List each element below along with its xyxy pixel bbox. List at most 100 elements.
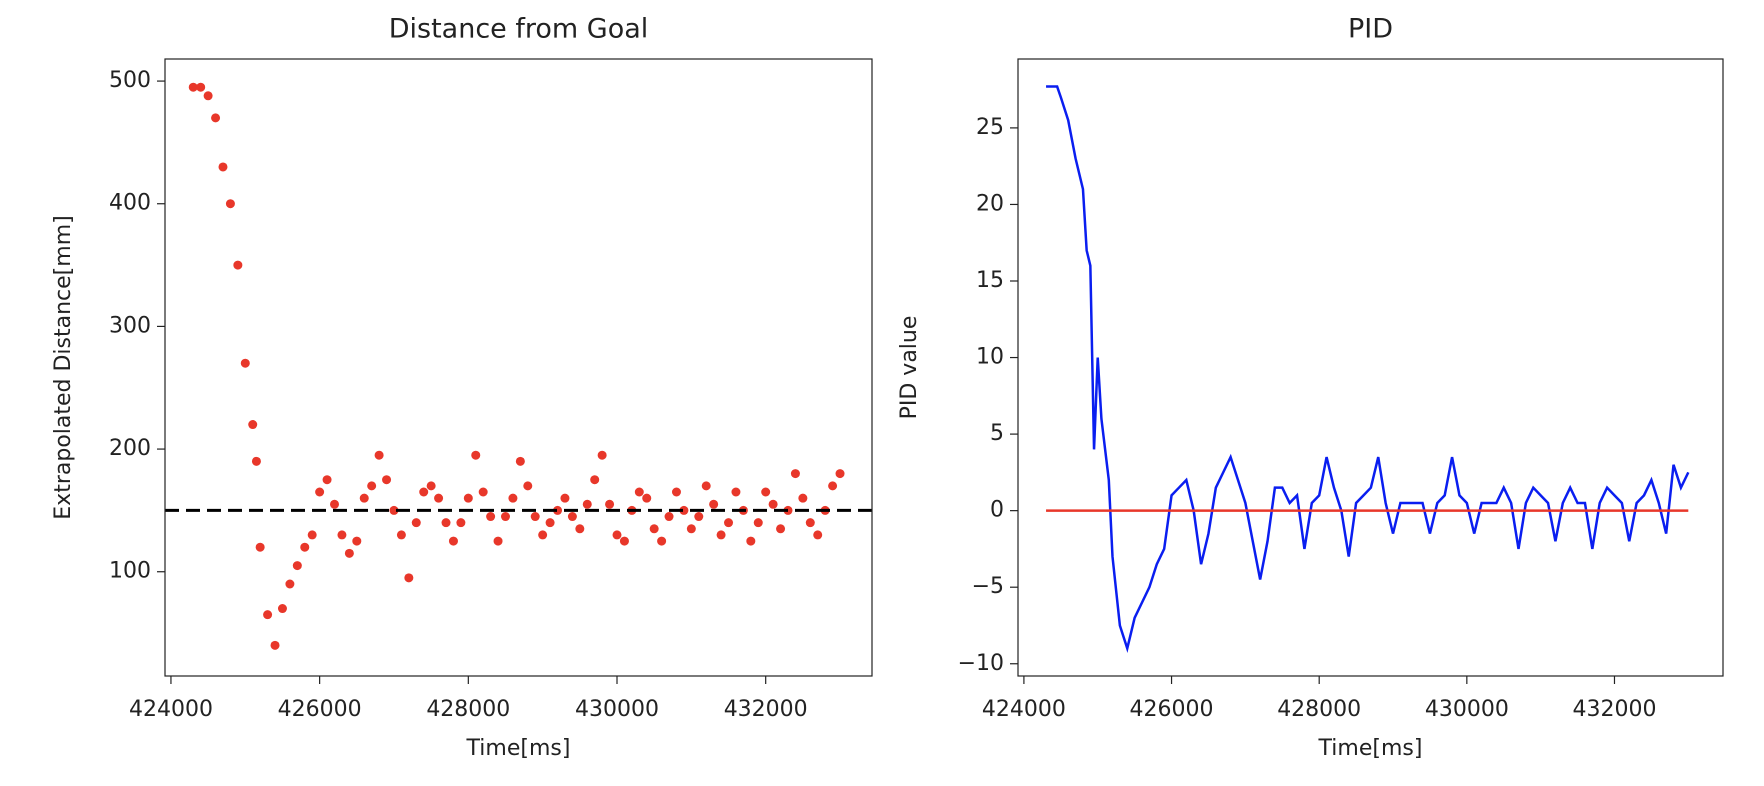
point	[426, 481, 436, 491]
y-tick-label: 200	[109, 436, 151, 461]
point	[322, 475, 332, 485]
x-tick-label: 430000	[575, 697, 659, 722]
point	[835, 469, 845, 479]
point	[263, 610, 273, 620]
point	[649, 524, 659, 534]
x-tick-label: 426000	[278, 697, 362, 722]
point	[619, 536, 629, 546]
point	[768, 499, 778, 509]
point	[798, 493, 808, 503]
point	[493, 536, 503, 546]
point	[590, 475, 600, 485]
point	[605, 499, 615, 509]
point	[478, 487, 488, 497]
x-axis-label: Time[ms]	[466, 736, 571, 761]
y-tick-label: 0	[990, 498, 1004, 523]
x-tick-label: 430000	[1425, 697, 1509, 722]
y-tick-label: −5	[972, 574, 1004, 599]
point	[251, 456, 261, 466]
x-axis-label: Time[ms]	[1318, 736, 1423, 761]
point	[352, 536, 362, 546]
x-tick-label: 426000	[1130, 697, 1214, 722]
y-tick-label: 300	[109, 313, 151, 338]
point	[188, 82, 198, 92]
point	[746, 536, 756, 546]
point	[292, 561, 302, 571]
x-tick-label: 424000	[129, 697, 213, 722]
point	[248, 420, 258, 430]
point	[344, 548, 354, 558]
y-tick-label: 15	[976, 268, 1004, 293]
point	[359, 493, 369, 503]
point	[813, 530, 823, 540]
point	[731, 487, 741, 497]
y-tick-label: 20	[976, 191, 1004, 216]
point	[330, 499, 340, 509]
y-tick-label: 5	[990, 421, 1004, 446]
y-tick-label: 500	[109, 68, 151, 93]
y-tick-label: 100	[109, 559, 151, 584]
point	[448, 536, 458, 546]
point	[538, 530, 548, 540]
point	[515, 456, 525, 466]
point	[753, 518, 763, 528]
point	[828, 481, 838, 491]
point	[612, 530, 622, 540]
point	[642, 493, 652, 503]
point	[441, 518, 451, 528]
point	[716, 530, 726, 540]
point	[761, 487, 771, 497]
point	[337, 530, 347, 540]
point	[300, 542, 310, 552]
point	[277, 604, 287, 614]
point	[471, 450, 481, 460]
y-tick-label: 25	[976, 115, 1004, 140]
point	[694, 512, 704, 522]
point	[657, 536, 667, 546]
y-tick-label: −10	[958, 651, 1004, 676]
point	[196, 82, 206, 92]
point	[686, 524, 696, 534]
point	[790, 469, 800, 479]
y-axis-label: PID value	[897, 316, 922, 420]
point	[523, 481, 533, 491]
point	[530, 512, 540, 522]
point	[500, 512, 510, 522]
y-axis-label: Extrapolated Distance[mm]	[51, 215, 76, 519]
point	[671, 487, 681, 497]
point	[553, 505, 563, 515]
y-tick-label: 400	[109, 191, 151, 216]
point	[456, 518, 466, 528]
point	[307, 530, 317, 540]
point	[404, 573, 414, 583]
point	[434, 493, 444, 503]
point	[419, 487, 429, 497]
point	[575, 524, 585, 534]
point	[389, 505, 399, 515]
point	[374, 450, 384, 460]
point	[225, 199, 235, 209]
point	[664, 512, 674, 522]
point	[776, 524, 786, 534]
point	[709, 499, 719, 509]
point	[545, 518, 555, 528]
point	[396, 530, 406, 540]
point	[560, 493, 570, 503]
point	[679, 505, 689, 515]
point	[285, 579, 295, 589]
x-tick-label: 428000	[1277, 697, 1361, 722]
axes-frame	[164, 58, 873, 677]
point	[463, 493, 473, 503]
chart-title: Distance from Goal	[389, 14, 649, 45]
x-tick-label: 432000	[1572, 697, 1656, 722]
point	[270, 640, 280, 650]
point	[233, 260, 243, 270]
point	[634, 487, 644, 497]
point	[597, 450, 607, 460]
x-tick-label: 428000	[426, 697, 510, 722]
point	[805, 518, 815, 528]
chart-title: PID	[1348, 14, 1393, 45]
point	[382, 475, 392, 485]
point	[315, 487, 325, 497]
